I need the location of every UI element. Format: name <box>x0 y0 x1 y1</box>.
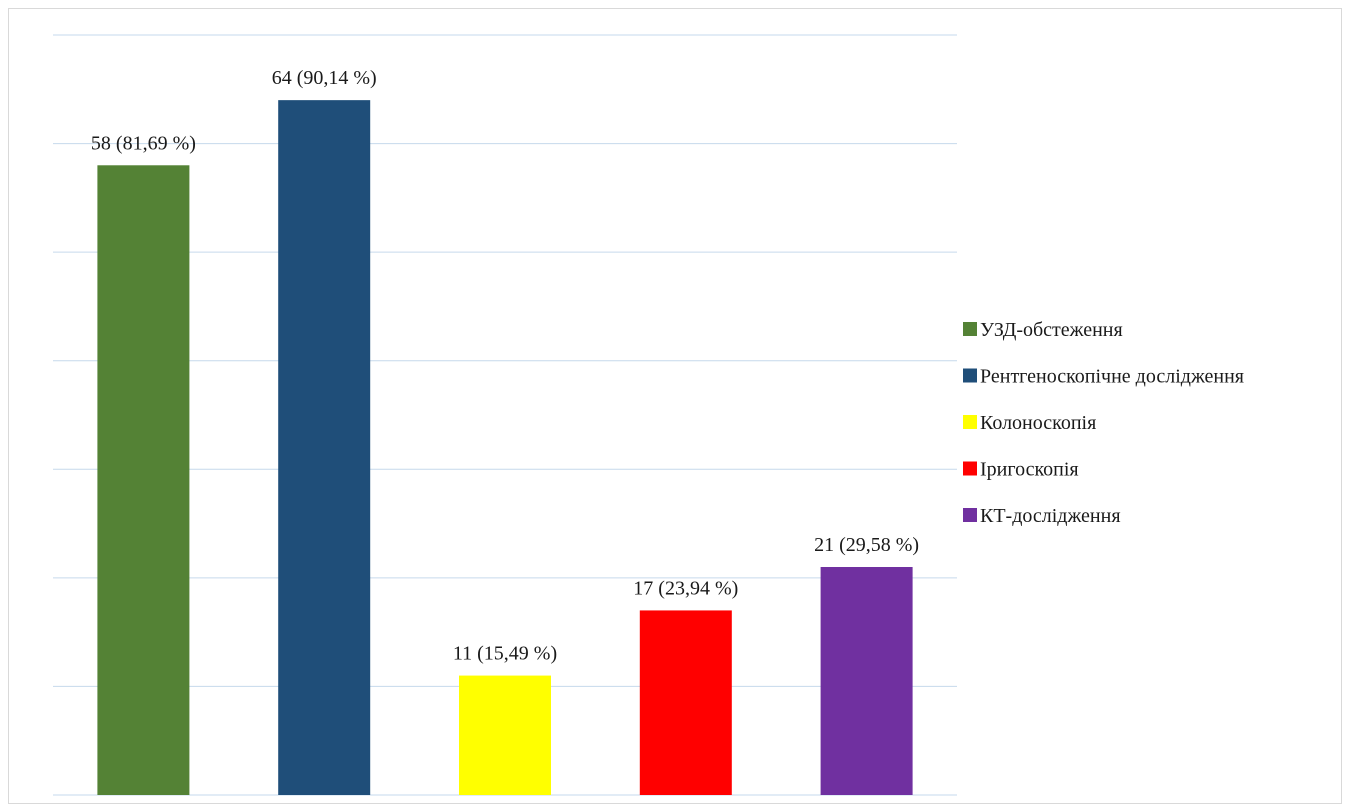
bar <box>278 100 371 795</box>
legend-swatch <box>963 415 977 429</box>
data-label: 64 (90,14 %) <box>272 67 377 89</box>
legend-item: УЗД-обстеження <box>963 319 1123 341</box>
bar <box>459 675 551 795</box>
bar-chart: 58 (81,69 %) 64 (90,14 %) 11 (15,49 %) 17 (… <box>53 34 1244 796</box>
bar <box>639 610 732 795</box>
data-label: 17 (23,94 %) <box>633 577 738 599</box>
legend-swatch <box>963 322 977 336</box>
bar <box>820 567 913 795</box>
legend-item: КТ-дослідження <box>963 505 1121 527</box>
bars <box>97 100 913 796</box>
legend-item: Рентгеноскопічне дослідження <box>963 366 1244 388</box>
legend-swatch <box>963 508 977 522</box>
legend-label: УЗД-обстеження <box>980 319 1123 341</box>
bar <box>97 165 190 796</box>
legend-label: КТ-дослідження <box>980 505 1121 527</box>
data-label: 58 (81,69 %) <box>91 132 196 154</box>
gridlines <box>53 34 957 796</box>
legend-item: Іригоскопія <box>963 459 1079 481</box>
legend-label: Колоноскопія <box>980 412 1096 434</box>
data-label: 21 (29,58 %) <box>814 534 919 556</box>
data-label: 11 (15,49 %) <box>453 643 557 665</box>
legend-swatch <box>963 461 977 476</box>
chart-frame: 58 (81,69 %) 64 (90,14 %) 11 (15,49 %) 17 (… <box>8 8 1342 804</box>
legend-label: Іригоскопія <box>980 459 1079 481</box>
data-labels: 58 (81,69 %) 64 (90,14 %) 11 (15,49 %) 17 (… <box>91 67 919 664</box>
legend-item: Колоноскопія <box>963 412 1096 434</box>
legend-swatch <box>963 368 977 383</box>
legend-label: Рентгеноскопічне дослідження <box>980 366 1244 388</box>
legend: УЗД-обстеження Рентгеноскопічне досліджен… <box>963 319 1244 527</box>
